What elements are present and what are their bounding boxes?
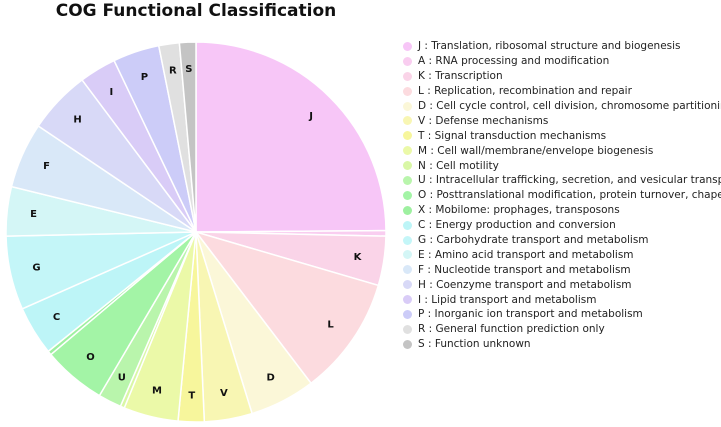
legend-item-j: J : Translation, ribosomal structure and… [403,39,721,54]
legend-item-s: S : Function unknown [403,337,721,352]
legend-label: P : Inorganic ion transport and metaboli… [418,308,643,321]
legend-swatch [403,146,412,156]
legend-item-g: G : Carbohydrate transport and metabolis… [403,233,721,248]
legend-swatch [403,295,412,305]
legend-item-o: O : Posttranslational modification, prot… [403,188,721,203]
legend-swatch [403,190,412,200]
legend-label: R : General function prediction only [418,323,605,336]
pie-slice-labels: J K L D V T M U O C G E F H I P R S [30,64,362,402]
slice-label-l: L [327,320,334,331]
legend-swatch [403,131,412,141]
chart-title: COG Functional Classification [55,1,337,21]
slice-label-p: P [141,72,148,83]
pie-chart: J K L D V T M U O C G E F H I P R S [5,41,387,423]
legend-label: F : Nucleotide transport and metabolism [418,263,631,276]
legend-item-l: L : Replication, recombination and repai… [403,84,721,99]
legend-label: J : Translation, ribosomal structure and… [418,40,681,53]
slice-label-d: D [267,372,275,383]
legend-item-e: E : Amino acid transport and metabolism [403,247,721,262]
pie-slice-j [195,41,387,233]
legend-swatch [403,71,412,81]
slice-label-c: C [53,312,60,323]
slice-label-i: I [110,87,114,98]
legend-item-c: C : Energy production and conversion [403,218,721,233]
legend-label: H : Coenzyme transport and metabolism [418,278,632,291]
legend-label: T : Signal transduction mechanisms [418,129,607,142]
legend-swatch [403,116,412,126]
legend-swatch [403,339,412,349]
legend-label: U : Intracellular trafficking, secretion… [418,174,721,187]
slice-label-o: O [86,352,95,363]
legend-swatch [403,86,412,96]
legend-item-f: F : Nucleotide transport and metabolism [403,262,721,277]
legend-item-t: T : Signal transduction mechanisms [403,128,721,143]
legend-swatch [403,309,412,319]
legend-item-x: X : Mobilome: prophages, transposons [403,203,721,218]
legend-item-p: P : Inorganic ion transport and metaboli… [403,307,721,322]
slice-label-s: S [185,64,192,75]
legend-item-k: K : Transcription [403,69,721,84]
legend-item-u: U : Intracellular trafficking, secretion… [403,173,721,188]
legend-label: E : Amino acid transport and metabolism [418,248,634,261]
legend-item-i: I : Lipid transport and metabolism [403,292,721,307]
legend-label: S : Function unknown [418,338,531,351]
legend-item-r: R : General function prediction only [403,322,721,337]
slice-label-g: G [32,263,40,274]
legend-item-d: D : Cell cycle control, cell division, c… [403,99,721,114]
legend: J : Translation, ribosomal structure and… [403,39,721,352]
legend-item-a: A : RNA processing and modification [403,54,721,69]
legend-label: C : Energy production and conversion [418,219,616,232]
legend-swatch [403,205,412,215]
legend-swatch [403,250,412,260]
legend-label: O : Posttranslational modification, prot… [418,189,721,202]
legend-swatch [403,161,412,171]
slice-label-f: F [43,161,50,172]
legend-item-v: V : Defense mechanisms [403,113,721,128]
legend-swatch [403,101,412,111]
pie-slice-s [178,41,197,233]
slice-label-u: U [118,373,126,384]
legend-swatch [403,280,412,290]
legend-label: X : Mobilome: prophages, transposons [418,204,620,217]
legend-label: K : Transcription [418,70,503,83]
legend-swatch [403,56,412,66]
slice-label-k: K [354,252,363,263]
slice-label-m: M [152,386,162,397]
slice-label-t: T [188,390,195,401]
legend-label: V : Defense mechanisms [418,114,549,127]
legend-label: D : Cell cycle control, cell division, c… [418,100,721,112]
slice-label-v: V [220,388,228,399]
slice-label-j: J [308,111,313,122]
legend-label: N : Cell motility [418,159,499,172]
legend-label: A : RNA processing and modification [418,55,610,68]
legend-swatch [403,235,412,245]
legend-item-m: M : Cell wall/membrane/envelope biogenes… [403,143,721,158]
slice-label-r: R [169,65,177,76]
legend-swatch [403,265,412,275]
slice-label-h: H [73,114,81,125]
legend-item-h: H : Coenzyme transport and metabolism [403,277,721,292]
legend-item-n: N : Cell motility [403,158,721,173]
legend-swatch [403,41,412,51]
legend-label: M : Cell wall/membrane/envelope biogenes… [418,144,654,157]
pie-slices [5,41,387,423]
legend-swatch [403,175,412,185]
legend-label: L : Replication, recombination and repai… [418,85,632,98]
legend-label: I : Lipid transport and metabolism [418,293,597,306]
pie-slice-l [194,230,380,385]
legend-swatch [403,324,412,334]
legend-label: G : Carbohydrate transport and metabolis… [418,234,649,247]
slice-label-e: E [30,209,37,220]
legend-swatch [403,220,412,230]
